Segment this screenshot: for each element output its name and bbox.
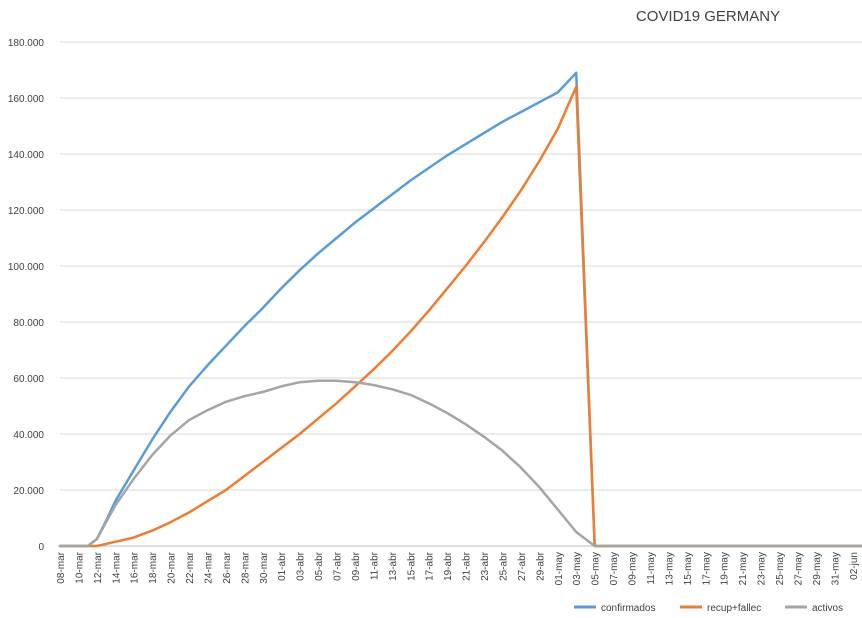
- x-tick-label: 23-may: [757, 552, 768, 585]
- x-tick-label: 12-mar: [93, 551, 104, 583]
- legend-label: activos: [812, 603, 843, 614]
- x-tick-label: 25-may: [775, 552, 786, 585]
- x-tick-label: 24-mar: [203, 551, 214, 583]
- x-tick-label: 05-may: [591, 552, 602, 585]
- y-tick-label: 120.000: [8, 206, 45, 217]
- x-tick-label: 05-abr: [314, 551, 325, 581]
- legend-label: confirmados: [601, 603, 655, 614]
- x-tick-label: 13-may: [664, 552, 675, 585]
- y-tick-label: 40.000: [13, 430, 44, 441]
- x-tick-label: 31-may: [830, 552, 841, 585]
- x-tick-label: 26-mar: [222, 551, 233, 583]
- series-line-confirmados: [58, 71, 862, 548]
- series-line-activos: [58, 379, 862, 548]
- x-tick-label: 03-abr: [296, 551, 307, 581]
- y-axis-ticks: 0 20.000 40.000 60.000 80.000 100.000 120.000 1…: [8, 38, 45, 553]
- series-lines: [58, 71, 862, 548]
- x-tick-label: 17-abr: [425, 551, 436, 581]
- legend-label: recup+fallec: [707, 603, 761, 614]
- y-tick-label: 160.000: [8, 94, 45, 105]
- x-tick-label: 15-abr: [406, 551, 417, 581]
- x-tick-label: 19-abr: [443, 551, 454, 581]
- gridlines: [60, 41, 862, 491]
- x-tick-label: 09-abr: [351, 551, 362, 581]
- x-tick-label: 01-abr: [277, 551, 288, 581]
- x-tick-label: 19-may: [720, 552, 731, 585]
- x-tick-label: 07-may: [609, 552, 620, 585]
- x-tick-label: 17-may: [701, 552, 712, 585]
- x-tick-label: 21-abr: [462, 551, 473, 581]
- x-tick-label: 11-abr: [369, 551, 380, 580]
- x-tick-label: 21-may: [738, 552, 749, 585]
- x-tick-label: 15-may: [683, 552, 694, 585]
- legend: confirmados recup+fallec activos: [574, 603, 843, 614]
- x-tick-label: 11-may: [646, 552, 657, 585]
- x-tick-label: 25-abr: [498, 551, 509, 581]
- x-tick-label: 27-may: [793, 552, 804, 585]
- x-tick-label: 09-may: [628, 552, 639, 585]
- x-tick-label: 02-jun: [849, 552, 860, 580]
- x-tick-label: 14-mar: [111, 551, 122, 583]
- x-tick-label: 23-abr: [480, 551, 491, 581]
- x-tick-label: 13-abr: [388, 551, 399, 581]
- x-axis-ticks: 08-mar 10-mar 12-mar 14-mar 16-mar 18-mar 20-m…: [56, 551, 860, 585]
- x-tick-label: 03-may: [572, 552, 583, 585]
- x-tick-label: 27-abr: [517, 551, 528, 581]
- y-tick-label: 60.000: [13, 374, 44, 385]
- y-tick-label: 0: [38, 542, 44, 553]
- y-tick-label: 80.000: [13, 318, 44, 329]
- x-tick-label: 18-mar: [148, 551, 159, 583]
- y-tick-label: 100.000: [8, 262, 45, 273]
- x-tick-label: 30-mar: [259, 551, 270, 583]
- x-tick-label: 22-mar: [185, 551, 196, 583]
- chart-title: COVID19 GERMANY: [636, 8, 780, 25]
- x-tick-label: 01-may: [554, 552, 565, 585]
- x-tick-label: 20-mar: [167, 551, 178, 583]
- x-tick-label: 29-may: [812, 552, 823, 585]
- x-tick-label: 28-mar: [240, 551, 251, 583]
- x-tick-label: 16-mar: [130, 551, 141, 583]
- y-tick-label: 180.000: [8, 38, 45, 49]
- x-tick-label: 10-mar: [74, 551, 85, 583]
- x-tick-label: 29-abr: [535, 551, 546, 581]
- y-tick-label: 20.000: [13, 486, 44, 497]
- x-tick-label: 07-abr: [333, 551, 344, 581]
- series-line-recup-fallec: [58, 85, 862, 548]
- y-tick-label: 140.000: [8, 150, 45, 161]
- x-tick-label: 08-mar: [56, 551, 67, 583]
